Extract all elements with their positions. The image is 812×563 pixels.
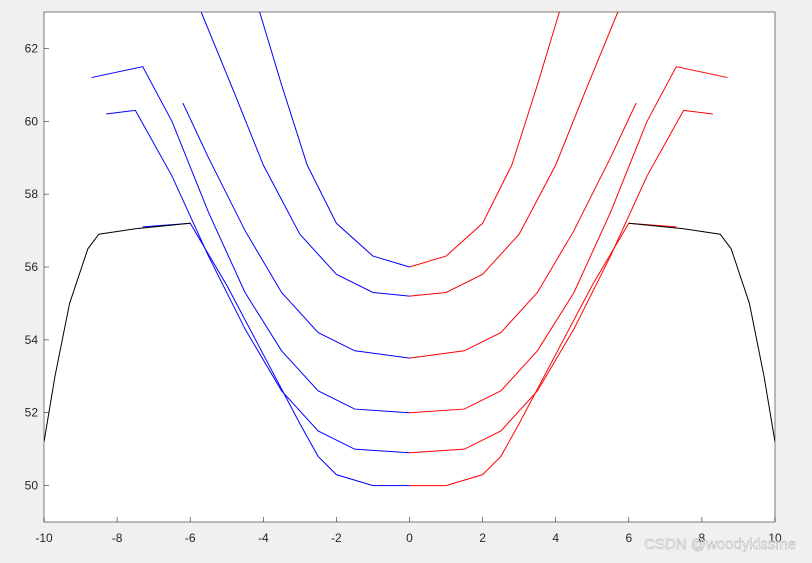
x-tick-label: 4 bbox=[552, 531, 559, 545]
curve bbox=[91, 66, 410, 414]
curve bbox=[409, 12, 619, 297]
x-tick-label: 2 bbox=[479, 531, 486, 545]
x-tick-label: -8 bbox=[112, 531, 123, 545]
y-tick-label: 54 bbox=[25, 333, 39, 347]
lines bbox=[44, 12, 775, 487]
x-tick-label: -2 bbox=[331, 531, 342, 545]
y-tick-label: 58 bbox=[25, 187, 39, 201]
y-tick-label: 50 bbox=[25, 479, 39, 493]
curve bbox=[409, 222, 677, 487]
curve bbox=[409, 12, 560, 268]
curve bbox=[409, 66, 728, 414]
curve bbox=[106, 109, 410, 454]
watermark: CSDN @woodykissme bbox=[644, 536, 796, 553]
curve bbox=[44, 222, 191, 442]
x-tick-label: -4 bbox=[258, 531, 269, 545]
x-tick-label: 10 bbox=[768, 531, 782, 545]
x-tick-label: -10 bbox=[35, 531, 53, 545]
curve bbox=[259, 12, 410, 268]
curve bbox=[142, 222, 410, 487]
y-tick-label: 52 bbox=[25, 406, 39, 420]
curve bbox=[200, 12, 410, 297]
x-tick-label: 8 bbox=[699, 531, 706, 545]
curve bbox=[182, 102, 410, 359]
y-tick-label: 56 bbox=[25, 260, 39, 274]
x-tick-label: 0 bbox=[406, 531, 413, 545]
axes: -10 -8 -6 -4 -2 0 2 4 6 8 10 50 52 54 56 58 60 62 bbox=[25, 11, 782, 545]
x-tick-label: 6 bbox=[625, 531, 632, 545]
curve bbox=[409, 109, 713, 454]
y-tick-label: 62 bbox=[25, 41, 39, 55]
curve bbox=[628, 222, 775, 442]
y-tick-label: 60 bbox=[25, 114, 39, 128]
x-tick-label: -6 bbox=[185, 531, 196, 545]
curve bbox=[409, 102, 637, 359]
